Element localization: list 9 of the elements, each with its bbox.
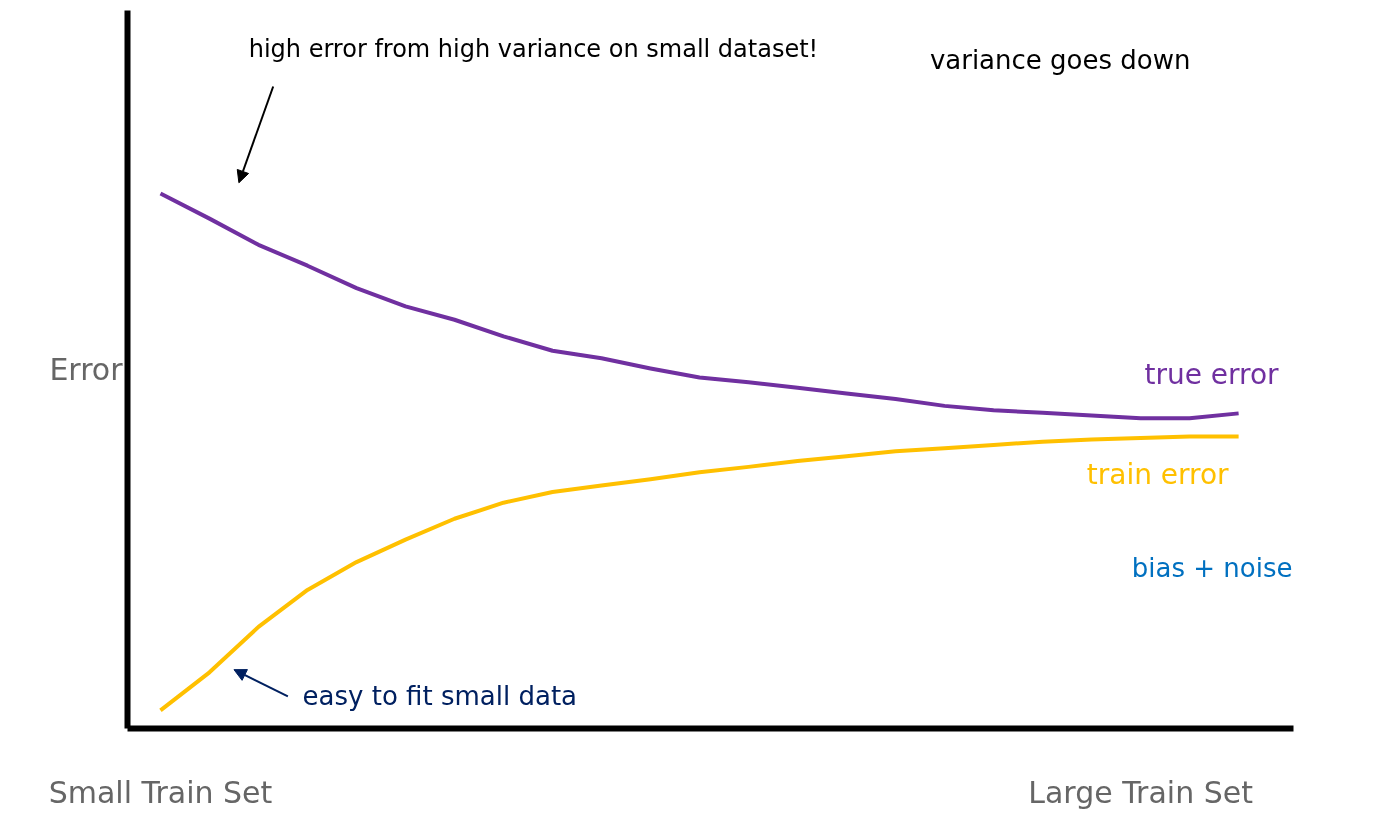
annotation: bias + noise xyxy=(1131,552,1293,583)
x-tick-label: Small Train Set xyxy=(48,774,273,810)
text: high error from high variance on small dataset! xyxy=(248,35,819,64)
series-label: train error xyxy=(1086,458,1230,492)
y-axis-title: Error xyxy=(49,352,124,387)
annotation: easy to fit small data xyxy=(302,681,578,712)
text: variance goes down xyxy=(929,44,1191,75)
series-label: true error xyxy=(1144,358,1280,392)
x-tick-label: Large Train Set xyxy=(1028,774,1254,810)
